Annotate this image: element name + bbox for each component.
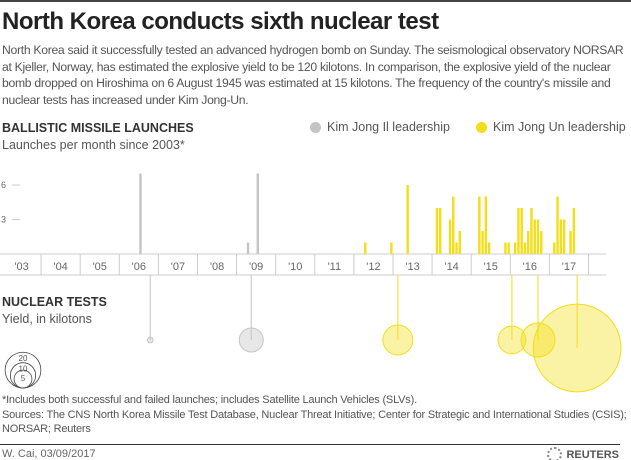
missile-chart-title: BALLISTIC MISSILE LAUNCHES bbox=[2, 121, 194, 135]
nuclear-chart-subtitle: Yield, in kilotons bbox=[2, 312, 92, 326]
legend-il-label: Kim Jong Il leadership bbox=[327, 120, 450, 134]
missile-bar bbox=[540, 231, 543, 254]
x-tick-label: '03 bbox=[14, 261, 28, 273]
nuclear-chart-title: NUCLEAR TESTS bbox=[2, 295, 107, 309]
missile-bar bbox=[523, 242, 527, 254]
missile-bar bbox=[139, 173, 142, 254]
nuclear-test-bubble bbox=[146, 336, 154, 344]
missile-bar bbox=[553, 242, 556, 254]
missile-bar bbox=[406, 185, 409, 254]
nuclear-test-bubble bbox=[497, 325, 527, 355]
size-legend-label: 20 bbox=[19, 354, 28, 363]
missile-bar bbox=[507, 242, 510, 254]
x-tick-label: '17 bbox=[562, 261, 576, 273]
page-title: North Korea conducts sixth nuclear test bbox=[2, 8, 439, 35]
missile-bar bbox=[484, 196, 488, 254]
sources: Sources: The CNS North Korea Missile Tes… bbox=[2, 408, 627, 436]
missile-bar bbox=[452, 196, 455, 254]
notes: *Includes both successful and failed lau… bbox=[2, 393, 627, 437]
missile-bar bbox=[562, 219, 566, 254]
bottom-rule bbox=[0, 444, 620, 445]
y-tick-label: 6 bbox=[1, 180, 6, 190]
missile-bar bbox=[487, 242, 491, 254]
x-tick-label: '10 bbox=[288, 261, 302, 273]
nuclear-test-bubble bbox=[520, 322, 556, 358]
missile-bar bbox=[530, 208, 533, 254]
missile-bar bbox=[572, 208, 576, 254]
legend-il-swatch bbox=[310, 121, 321, 133]
missile-bar bbox=[520, 208, 523, 254]
brand-logo: REUTERS bbox=[547, 447, 619, 460]
x-tick-label: '09 bbox=[249, 261, 263, 273]
x-tick-label: '16 bbox=[523, 261, 537, 273]
nuclear-test-bubble bbox=[382, 324, 414, 356]
missile-bar bbox=[448, 219, 452, 254]
reuters-icon bbox=[547, 447, 563, 460]
missile-bar bbox=[569, 231, 572, 254]
x-tick-label: '12 bbox=[366, 261, 380, 273]
y-tick-label: 3 bbox=[1, 215, 6, 225]
missile-bar bbox=[513, 242, 517, 254]
x-tick-label: '04 bbox=[53, 261, 67, 273]
size-legend-label: 10 bbox=[19, 365, 28, 374]
legend-un-swatch bbox=[475, 121, 487, 133]
missile-bar bbox=[536, 219, 540, 254]
missile-bar bbox=[435, 208, 439, 254]
missile-bar bbox=[533, 219, 536, 254]
missile-bar bbox=[556, 196, 559, 254]
legend-un-label: Kim Jong Un leadership bbox=[492, 120, 626, 134]
x-tick-label: '08 bbox=[210, 261, 224, 273]
legend: Kim Jong Il leadership Kim Jong Un leade… bbox=[310, 120, 626, 134]
missile-bar bbox=[390, 242, 393, 254]
x-tick-label: '06 bbox=[132, 261, 146, 273]
size-legend-label: 5 bbox=[21, 374, 26, 383]
x-tick-label: '07 bbox=[171, 261, 185, 273]
brand-text: REUTERS bbox=[566, 448, 619, 460]
nuclear-test-bubble bbox=[238, 327, 264, 353]
missile-bar bbox=[504, 242, 507, 254]
top-rule bbox=[0, 0, 631, 2]
missile-bar bbox=[527, 231, 530, 254]
x-tick-label: '15 bbox=[484, 261, 498, 273]
missile-bar bbox=[458, 231, 461, 254]
missile-bar bbox=[439, 208, 442, 254]
missile-bar bbox=[256, 173, 259, 254]
credit: W. Cai, 03/09/2017 bbox=[2, 448, 96, 460]
missile-bar bbox=[481, 231, 484, 254]
missile-bar bbox=[455, 242, 458, 254]
size-legend-circle bbox=[13, 369, 33, 389]
x-tick-label: '11 bbox=[328, 261, 342, 273]
nuclear-test-bubble bbox=[532, 303, 622, 393]
footnote: *Includes both successful and failed lau… bbox=[2, 394, 417, 406]
missile-bar bbox=[517, 208, 520, 254]
missile-chart-subtitle: Launches per month since 2003* bbox=[2, 138, 185, 152]
x-tick-label: '13 bbox=[405, 261, 419, 273]
missile-bar bbox=[364, 242, 367, 254]
missile-bar bbox=[559, 219, 563, 254]
missile-bar bbox=[246, 242, 250, 254]
x-tick-label: '05 bbox=[93, 261, 107, 273]
intro-text: North Korea said it successfully tested … bbox=[2, 43, 624, 107]
missile-bar bbox=[478, 196, 481, 254]
x-tick-label: '14 bbox=[444, 261, 458, 273]
